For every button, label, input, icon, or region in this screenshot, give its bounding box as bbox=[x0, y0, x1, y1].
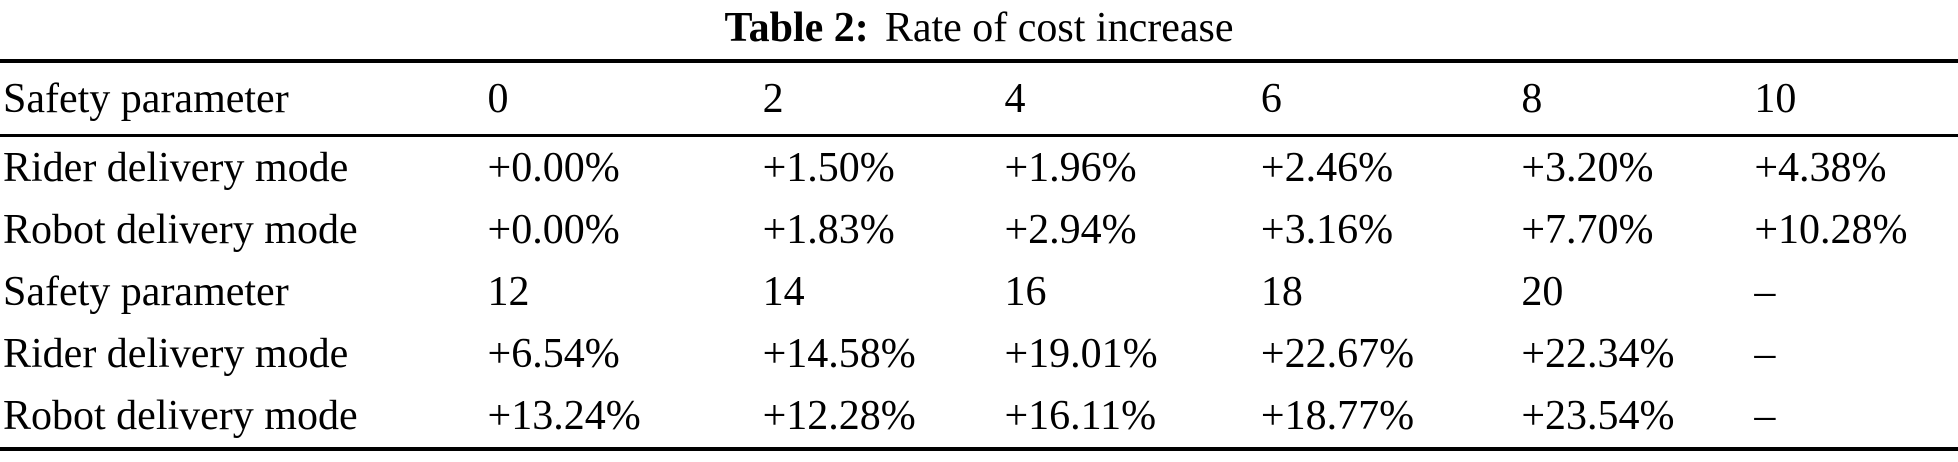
table-row: Robot delivery mode +13.24% +12.28% +16.11%… bbox=[0, 385, 1958, 449]
value-cell: +22.34% bbox=[1521, 331, 1675, 377]
value-cell: 20 bbox=[1521, 269, 1564, 315]
table-row: Rider delivery mode +0.00% +1.50% +1.96% +2.… bbox=[0, 136, 1958, 200]
row-label: Robot delivery mode bbox=[3, 207, 358, 253]
value-cell: +6.54% bbox=[487, 331, 620, 377]
value-cell: +2.46% bbox=[1260, 145, 1394, 191]
row-label: Safety parameter bbox=[3, 269, 289, 315]
value-cell: +0.00% bbox=[487, 207, 620, 253]
row-label: Robot delivery mode bbox=[3, 393, 358, 439]
value-cell: +3.16% bbox=[1260, 207, 1394, 253]
value-cell: +0.00% bbox=[487, 145, 620, 191]
value-cell: 12 bbox=[487, 269, 530, 315]
value-cell: +23.54% bbox=[1521, 393, 1675, 439]
value-cell: +1.83% bbox=[762, 207, 895, 253]
value-cell: 6 bbox=[1260, 61, 1522, 137]
value-cell: 16 bbox=[1004, 269, 1047, 315]
value-cell: 18 bbox=[1260, 269, 1303, 315]
value-cell: 2 bbox=[762, 61, 1005, 137]
table-caption: Table 2: Rate of cost increase bbox=[0, 0, 1958, 59]
value-cell: +1.50% bbox=[762, 145, 895, 191]
value-cell: – bbox=[1754, 269, 1776, 315]
row-label: Rider delivery mode bbox=[3, 331, 349, 377]
value-cell: +18.77% bbox=[1260, 393, 1415, 439]
table-row: Rider delivery mode +6.54% +14.58% +19.01% +… bbox=[0, 323, 1958, 385]
row-label: Rider delivery mode bbox=[3, 145, 349, 191]
value-cell: 0 bbox=[487, 61, 763, 137]
value-cell: +12.28% bbox=[762, 393, 916, 439]
row-label: Safety parameter bbox=[0, 61, 488, 137]
value-cell: +4.38% bbox=[1754, 145, 1887, 191]
table-row: Robot delivery mode +0.00% +1.83% +2.94% +3.… bbox=[0, 199, 1958, 261]
value-cell: +16.11% bbox=[1004, 393, 1157, 439]
value-cell: +2.94% bbox=[1004, 207, 1137, 253]
value-cell: 10 bbox=[1754, 61, 1958, 137]
value-cell: – bbox=[1754, 393, 1776, 439]
value-cell: +22.67% bbox=[1260, 331, 1415, 377]
value-cell: +7.70% bbox=[1521, 207, 1654, 253]
value-cell: +14.58% bbox=[762, 331, 916, 377]
value-cell: +19.01% bbox=[1004, 331, 1158, 377]
value-cell: +3.20% bbox=[1521, 145, 1654, 191]
value-cell: +1.96% bbox=[1004, 145, 1137, 191]
cost-increase-table: Safety parameter 0 2 4 6 8 10 Rider delivery mo… bbox=[0, 59, 1958, 451]
value-cell: 8 bbox=[1521, 61, 1755, 137]
table-header-row: Safety parameter 0 2 4 6 8 10 bbox=[0, 61, 1958, 137]
value-cell: +13.24% bbox=[487, 393, 641, 439]
table-row: Safety parameter 12 14 16 18 20 – bbox=[0, 261, 1958, 323]
value-cell: +10.28% bbox=[1754, 207, 1908, 253]
value-cell: 14 bbox=[762, 269, 805, 315]
table-number-label: Table 2: bbox=[724, 5, 869, 51]
value-cell: 4 bbox=[1004, 61, 1261, 137]
table-caption-text: Rate of cost increase bbox=[884, 5, 1234, 51]
value-cell: – bbox=[1754, 331, 1776, 377]
